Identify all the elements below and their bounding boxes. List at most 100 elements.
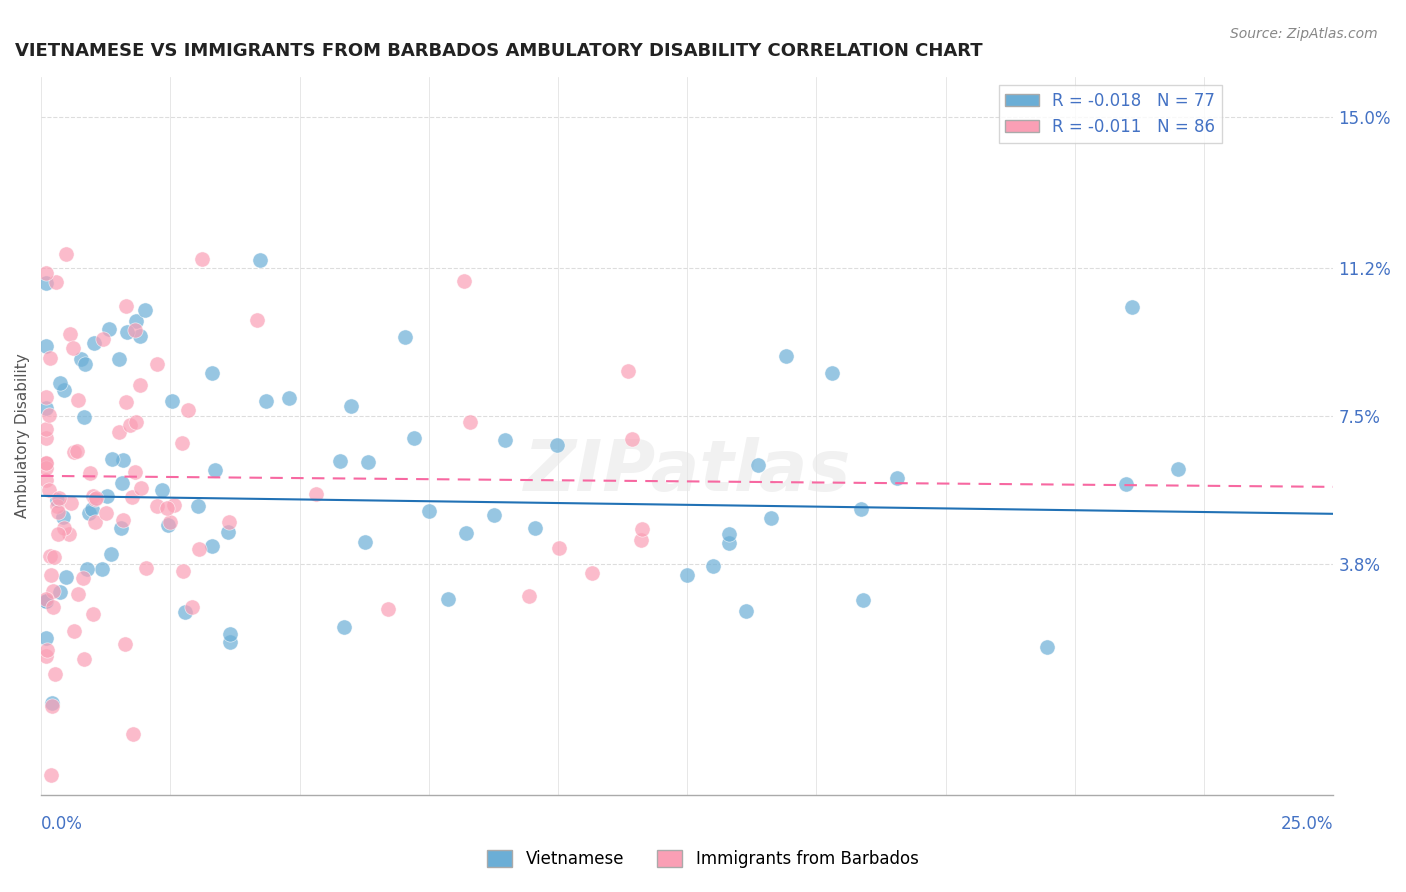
Point (305, 487, 328, 501)
Point (218, 627, 240, 641)
Point (454, 526, 477, 541)
Text: VIETNAMESE VS IMMIGRANTS FROM BARBADOS AMBULATORY DISABILITY CORRELATION CHART: VIETNAMESE VS IMMIGRANTS FROM BARBADOS A… (15, 42, 983, 60)
Point (67, 392, 90, 407)
Point (75, 357, 97, 371)
Point (66, 444, 89, 458)
Point (404, 431, 426, 445)
Point (174, 605, 197, 619)
Point (124, 465, 146, 479)
Point (58, 526, 80, 541)
Y-axis label: Ambulatory Disability: Ambulatory Disability (15, 353, 30, 518)
Point (523, 521, 546, 535)
Point (128, 329, 150, 343)
Point (39, 549, 62, 563)
Point (35, 594, 58, 608)
Point (277, 391, 299, 405)
Legend: Vietnamese, Immigrants from Barbados: Vietnamese, Immigrants from Barbados (481, 843, 925, 875)
Point (115, 395, 138, 409)
Point (52, 383, 75, 397)
Point (96, 489, 118, 503)
Point (218, 516, 240, 530)
Point (35, 276, 58, 290)
Point (546, 437, 568, 451)
Point (38, 408, 60, 422)
Point (254, 394, 277, 409)
Point (170, 435, 193, 450)
Point (436, 592, 458, 607)
Point (333, 620, 356, 634)
Point (129, 481, 152, 495)
Point (159, 515, 181, 529)
Text: Source: ZipAtlas.com: Source: ZipAtlas.com (1230, 27, 1378, 41)
Point (1121, 300, 1143, 314)
Point (156, 500, 179, 515)
Point (329, 454, 352, 468)
Point (156, 518, 179, 533)
Point (124, 415, 146, 429)
Point (73, 652, 96, 666)
Point (111, 475, 134, 490)
Point (44, 666, 66, 681)
Point (35, 456, 58, 470)
Point (581, 566, 603, 580)
Point (125, 314, 148, 328)
Point (747, 458, 769, 472)
Point (39, 568, 62, 582)
Point (145, 499, 167, 513)
Point (73, 410, 96, 425)
Point (115, 299, 138, 313)
Point (82, 490, 104, 504)
Point (35, 460, 58, 475)
Point (69, 352, 91, 367)
Point (394, 330, 416, 344)
Point (122, 727, 145, 741)
Point (84, 515, 107, 529)
Point (62, 341, 84, 355)
Point (191, 252, 214, 266)
Point (67, 587, 90, 601)
Point (112, 452, 135, 467)
Point (38, 483, 60, 497)
Point (110, 521, 132, 535)
Point (49, 584, 72, 599)
Point (38, 351, 60, 366)
Point (82, 502, 104, 516)
Point (735, 604, 758, 618)
Point (1115, 477, 1137, 491)
Point (52, 521, 75, 535)
Point (48, 491, 70, 506)
Point (201, 539, 224, 553)
Point (49, 376, 72, 391)
Point (453, 274, 475, 288)
Point (84, 492, 107, 507)
Point (84, 491, 107, 506)
Point (63, 445, 86, 459)
Point (35, 431, 58, 445)
Point (35, 456, 58, 470)
Point (72, 570, 94, 584)
Point (519, 590, 541, 604)
Point (46, 499, 69, 513)
Point (249, 252, 271, 267)
Point (357, 455, 380, 469)
Point (458, 415, 481, 429)
Point (617, 363, 640, 377)
Point (77, 506, 100, 520)
Point (821, 366, 844, 380)
Point (630, 533, 652, 548)
Point (35, 473, 58, 487)
Point (82, 607, 104, 622)
Point (59, 326, 82, 341)
Text: 25.0%: 25.0% (1281, 815, 1333, 833)
Point (1036, 640, 1059, 655)
Point (631, 521, 654, 535)
Point (121, 490, 143, 504)
Point (46, 527, 69, 541)
Point (114, 637, 136, 651)
Point (55, 247, 77, 261)
Point (35, 401, 58, 415)
Point (176, 402, 198, 417)
Point (41, 696, 63, 710)
Point (718, 536, 741, 550)
Point (42, 584, 65, 599)
